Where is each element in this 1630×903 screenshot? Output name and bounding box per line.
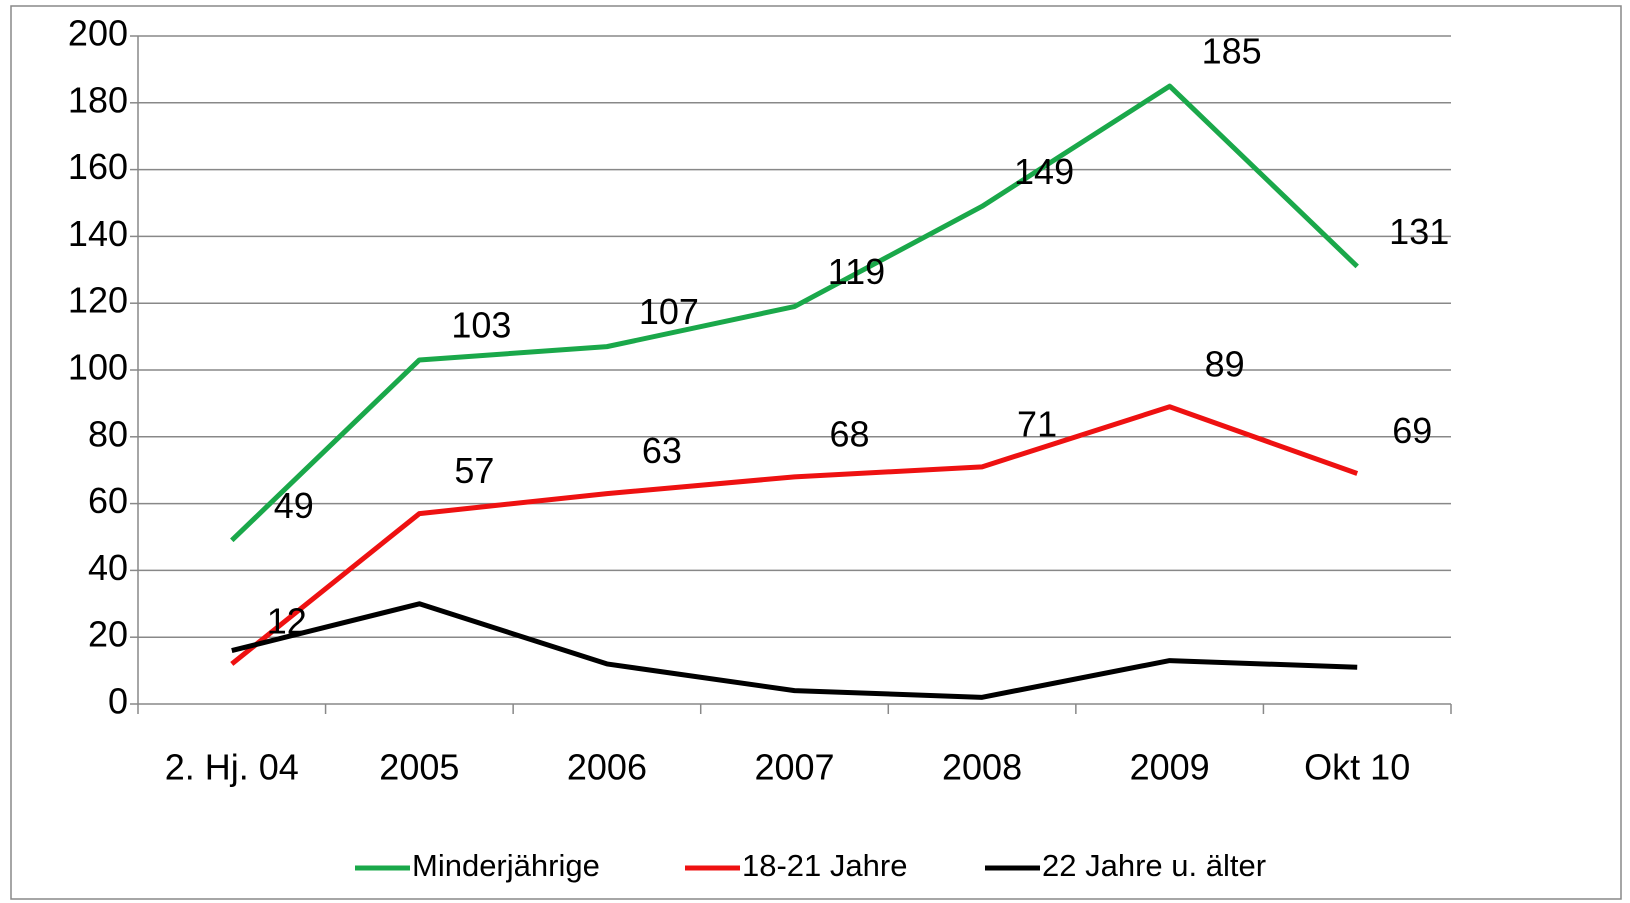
- y-tick-label: 180: [68, 79, 128, 120]
- data-label: 103: [451, 304, 511, 345]
- legend-label: Minderjährige: [412, 848, 600, 883]
- x-tick-label: Okt 10: [1304, 747, 1410, 788]
- data-label: 71: [1017, 403, 1057, 444]
- y-tick-label: 160: [68, 146, 128, 187]
- x-tick-label: 2007: [754, 747, 834, 788]
- data-label: 63: [642, 430, 682, 471]
- x-tick-label: 2009: [1130, 747, 1210, 788]
- line-series: [231, 601, 1358, 700]
- y-tick-label: 20: [88, 614, 128, 655]
- data-label: 69: [1392, 410, 1432, 451]
- line-series: [230, 404, 1359, 666]
- x-tick-label: 2006: [567, 747, 647, 788]
- data-label: 57: [454, 450, 494, 491]
- y-tick-label: 140: [68, 213, 128, 254]
- x-tick-label: 2. Hj. 04: [165, 747, 299, 788]
- data-label: 49: [274, 485, 314, 526]
- y-tick-label: 40: [88, 547, 128, 588]
- y-tick-label: 60: [88, 480, 128, 521]
- data-label: 68: [829, 413, 869, 454]
- chart-frame: [10, 5, 1622, 900]
- data-label: 107: [639, 291, 699, 332]
- data-label: 185: [1202, 31, 1262, 72]
- legend-label: 22 Jahre u. älter: [1042, 848, 1266, 883]
- y-tick-label: 100: [68, 347, 128, 388]
- x-tick-label: 2008: [942, 747, 1022, 788]
- y-tick-label: 0: [108, 681, 128, 722]
- y-tick-label: 200: [68, 13, 128, 54]
- line-series: [230, 83, 1359, 543]
- data-label: 131: [1389, 211, 1449, 252]
- y-tick-label: 120: [68, 280, 128, 321]
- x-tick-label: 2005: [379, 747, 459, 788]
- data-label: 119: [828, 251, 885, 292]
- data-label: 89: [1205, 343, 1245, 384]
- legend-label: 18-21 Jahre: [742, 848, 907, 883]
- y-tick-label: 80: [88, 413, 128, 454]
- data-label: 149: [1014, 151, 1074, 192]
